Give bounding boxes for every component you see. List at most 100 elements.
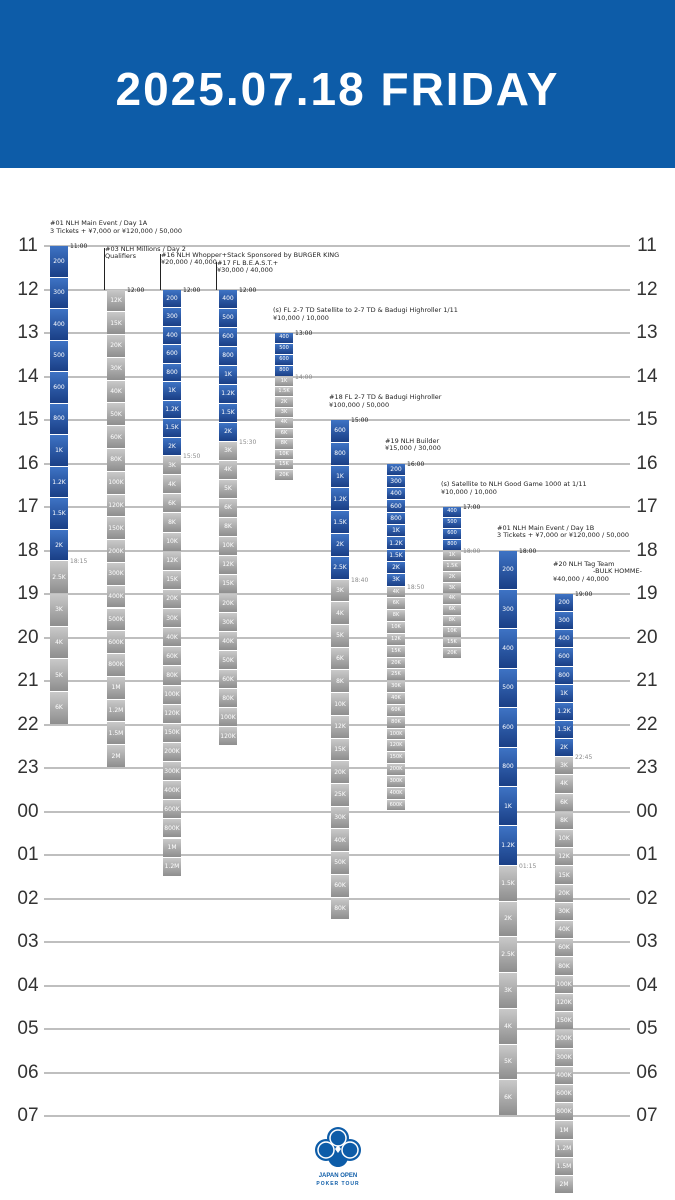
blind-level-block: 600K <box>107 631 125 654</box>
blind-level-block: 6K <box>331 647 349 670</box>
blind-level-block: 500K <box>107 608 125 631</box>
hour-label-left: 04 <box>17 974 39 996</box>
blind-level-block: 2K <box>555 739 573 757</box>
hour-label-left: 12 <box>17 278 39 300</box>
event-title-line: 3 Tickets + ¥7,000 or ¥120,000 / 50,000 <box>50 226 183 235</box>
blind-level-block: 600 <box>50 372 68 403</box>
blind-level-block: 800K <box>107 654 125 676</box>
blind-level-block: 800 <box>219 346 237 365</box>
hour-label-left: 16 <box>17 452 39 474</box>
blind-level-block: 1M <box>163 838 181 857</box>
blind-level-block: 3K <box>555 757 573 775</box>
logo-text-japan-open: JAPAN OPEN <box>318 1173 358 1179</box>
blind-level-block: 1K <box>555 684 573 702</box>
blind-level-block: 5K <box>50 659 68 691</box>
blind-level-block: 150K <box>555 1012 573 1030</box>
blind-level-block: 40K <box>387 693 405 704</box>
blind-level-block: 400K <box>555 1066 573 1084</box>
blind-level-block: 1.2K <box>50 466 68 498</box>
blind-level-block: 400 <box>163 326 181 345</box>
blind-level-block: 3K <box>219 441 237 460</box>
hour-label-left: 17 <box>17 496 39 517</box>
blind-level-block: 2.5K <box>50 561 68 593</box>
late-registration-label: 18:15 <box>70 558 88 566</box>
blind-level-block: 80K <box>107 449 125 471</box>
blind-level-block: 8K <box>275 439 293 449</box>
blind-level-block: 4K <box>163 475 181 494</box>
blind-level-block: 1.2K <box>219 384 237 403</box>
blind-level-block: 150K <box>163 723 181 742</box>
blind-level-block: 2K <box>163 437 181 456</box>
blind-level-block: 3K <box>50 594 68 626</box>
blind-level-block: 120K <box>107 494 125 517</box>
late-registration-label: 18:50 <box>407 583 425 591</box>
blind-level-block: 60K <box>555 939 573 957</box>
hour-label-right: 20 <box>636 626 658 648</box>
hour-label-right: 11 <box>637 235 657 256</box>
blind-level-block: 30K <box>107 357 125 380</box>
hour-label-left: 01 <box>17 844 39 865</box>
blind-level-block: 40K <box>163 628 181 647</box>
blind-level-block: 400K <box>163 781 181 800</box>
blind-level-block: 2K <box>50 529 68 561</box>
blind-level-block: 200 <box>387 463 405 475</box>
blind-level-block: 2M <box>555 1176 573 1194</box>
blind-level-block: 800 <box>331 442 349 465</box>
start-time-label: 16:00 <box>407 460 425 468</box>
blind-level-block: 200 <box>163 289 181 307</box>
blind-level-block: 1K <box>219 365 237 384</box>
blind-level-block: 500 <box>219 308 237 327</box>
blind-level-block: 150K <box>387 752 405 764</box>
hour-gridline <box>44 245 630 247</box>
hour-label-left: 02 <box>17 887 39 909</box>
blind-level-block: 4K <box>499 1008 517 1044</box>
blind-level-block: 200K <box>163 742 181 762</box>
blind-level-block: 4K <box>50 626 68 659</box>
blind-level-block: 60K <box>331 874 349 897</box>
hour-label-left: 03 <box>17 931 39 952</box>
blind-level-block: 100K <box>107 471 125 494</box>
blind-level-block: 400 <box>50 309 68 340</box>
late-registration-label: 15:30 <box>239 438 257 446</box>
late-registration-label: 18:40 <box>351 576 369 584</box>
late-registration-label: 22:45 <box>575 754 593 762</box>
blind-level-block: 400 <box>499 629 517 668</box>
blind-level-block: 1K <box>387 525 405 537</box>
blind-level-block: 40K <box>555 921 573 939</box>
hour-label-right: 03 <box>636 931 658 952</box>
hour-label-right: 14 <box>636 365 658 387</box>
blind-level-block: 200 <box>50 246 68 277</box>
hour-label-left: 20 <box>17 626 39 648</box>
blind-level-block: 30K <box>555 902 573 921</box>
blind-level-block: 600K <box>163 800 181 819</box>
blind-level-block: 6K <box>163 494 181 513</box>
blind-level-block: 200K <box>107 540 125 562</box>
blind-level-block: 4K <box>443 594 461 604</box>
hour-gridline <box>44 1071 630 1074</box>
event-title-line: (s) Satellite to NLH Good Game 1000 at 1… <box>441 480 587 488</box>
hour-gridline <box>44 1028 630 1030</box>
blind-level-block: 800 <box>499 747 517 787</box>
blind-level-block: 800 <box>163 363 181 382</box>
blind-level-block: 600 <box>163 345 181 363</box>
blind-level-block: 6K <box>219 498 237 517</box>
start-time-label: 13:00 <box>295 330 313 337</box>
blind-level-block: 80K <box>219 689 237 708</box>
blind-level-block: 100K <box>219 708 237 727</box>
event-title-line: #18 FL 2-7 TD & Badugi Highroller <box>329 393 442 401</box>
hour-label-right: 21 <box>636 670 658 691</box>
blind-level-block: 200K <box>387 764 405 775</box>
blind-level-block: 1.2K <box>331 488 349 511</box>
blind-level-block: 4K <box>387 586 405 598</box>
blind-level-block: 5K <box>219 479 237 498</box>
blind-level-block: 4K <box>219 460 237 479</box>
blind-level-block: 1.5K <box>163 419 181 437</box>
blind-level-block: 4K <box>275 418 293 428</box>
event-title-line: ¥15,000 / 30,000 <box>385 444 441 452</box>
hour-label-right: 12 <box>636 278 658 300</box>
blind-level-block: 2.5K <box>499 937 517 973</box>
hour-label-left: 23 <box>17 757 39 778</box>
start-time-label: 17:00 <box>463 504 481 511</box>
blind-level-block: 400 <box>219 289 237 308</box>
blind-level-block: 60K <box>219 670 237 689</box>
